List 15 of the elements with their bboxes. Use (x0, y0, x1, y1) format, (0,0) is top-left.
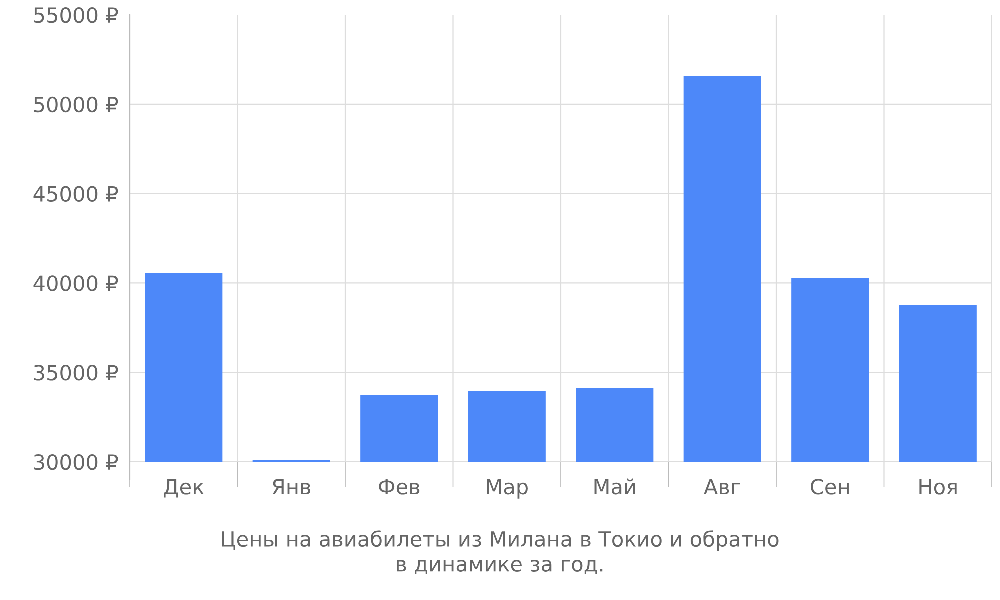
x-tick-label: Мар (487, 479, 528, 499)
x-tick-label: Ноя (920, 479, 957, 495)
x-tick-label: Дек (164, 479, 204, 498)
y-tick-label: 40000 ₽ (34, 276, 118, 292)
y-tick-label: 55000 ₽ (34, 7, 118, 24)
y-tick-label: 35000 ₽ (34, 365, 118, 381)
x-tick-label: Фев (379, 479, 420, 495)
x-tick-label: Сен (811, 479, 849, 495)
text: Цены на авиабилеты из Милана в Токио и обратно в динамике за год. (222, 530, 779, 575)
y-tick-label: 45000 ₽ (34, 186, 118, 202)
y-tick-label: 30000 ₽ (34, 454, 118, 470)
x-tick-label: Май (594, 478, 636, 495)
x-tick-label: Янв (272, 479, 311, 494)
y-tick-label: 50000 ₽ (34, 96, 118, 113)
x-tick-label: Авг (704, 479, 740, 494)
